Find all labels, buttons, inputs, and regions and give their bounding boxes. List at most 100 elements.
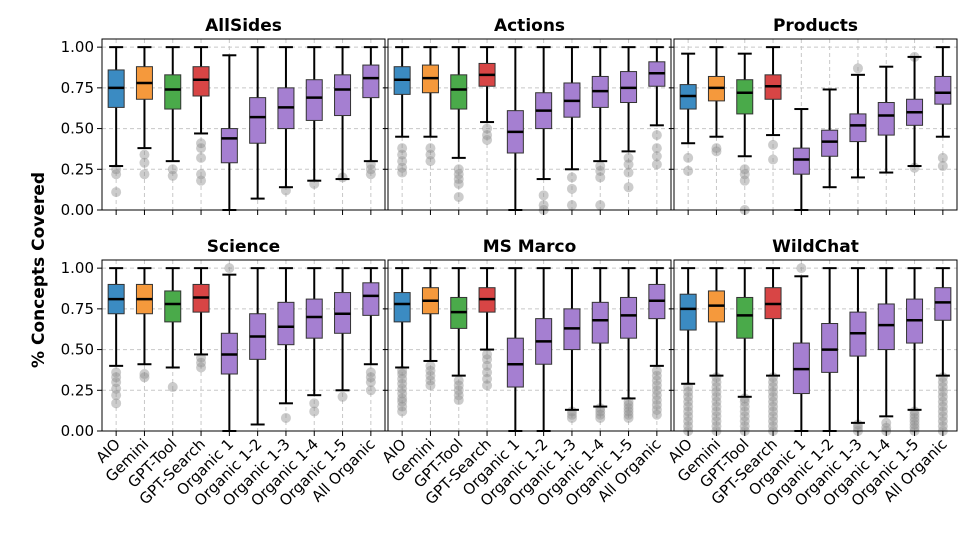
box-organic-1 [506,46,524,211]
outlier-point [739,411,750,422]
outlier-point [768,411,779,422]
box-organic-1-5 [906,51,924,173]
panels-group: AllSides 0.00 0.25 0.50 0.75 1.00 Actions Produ… [61,16,958,510]
y-tick-label: 0.50 [61,120,94,138]
outlier-point [167,164,178,175]
outlier-point [623,182,634,193]
axes-frame [387,259,672,432]
box-gpt-tool [164,46,182,181]
box-gemini [135,267,153,383]
box-organic-1-5 [620,46,638,193]
outlier-point [482,360,493,371]
box-organic-1-3 [563,267,581,423]
outlier-point [651,143,662,154]
outlier-point [425,365,436,376]
outlier-point [453,375,464,386]
box-all-organic [934,267,952,436]
outlier-point [909,416,920,427]
outlier-point [937,377,948,388]
box-gpt-tool [736,267,754,436]
outlier-point [739,169,750,180]
outlier-point [453,169,464,180]
panel-title: MS Marco [483,237,577,257]
outlier-point [397,396,408,407]
outlier-point [566,183,577,194]
outlier-point [196,175,207,186]
box-aio [393,267,411,417]
outlier-point [768,396,779,407]
iqr-box [792,147,810,175]
panel-actions: Actions [383,16,672,215]
outlier-point [711,411,722,422]
box-gemini [135,46,153,180]
iqr-box [192,66,210,97]
outlier-point [796,263,807,274]
y-tick-label: 1.00 [61,38,94,56]
outlier-point [651,370,662,381]
iqr-box [362,282,380,316]
outlier-point [482,130,493,141]
y-tick-label: 0.50 [61,341,94,359]
box-organic-1-3 [563,46,581,211]
box-gpt-search [192,46,210,186]
outlier-point [937,161,948,172]
iqr-box [305,79,323,121]
outlier-point [111,187,122,198]
outlier-point [651,399,662,410]
outlier-point [397,373,408,384]
box-all-organic [362,267,380,396]
outlier-point [482,134,493,145]
outlier-point [566,172,577,183]
outlier-point [425,149,436,160]
outlier-point [595,412,606,423]
box-organic-1 [220,263,238,432]
iqr-box [736,79,754,115]
outlier-point [309,398,320,409]
box-organic-1-2 [821,88,839,189]
box-aio [679,267,697,436]
outlier-point [139,157,150,168]
box-gpt-search [764,46,782,165]
iqr-box [164,74,182,110]
iqr-box [506,337,524,388]
outlier-point [768,401,779,412]
iqr-box [305,298,323,339]
outlier-point [937,386,948,397]
outlier-point [937,406,948,417]
box-aio [393,46,411,178]
y-tick-label: 0.25 [61,381,94,399]
outlier-point [425,360,436,371]
box-gpt-search [192,267,210,373]
outlier-point [683,386,694,397]
outlier-point [453,178,464,189]
box-organic-1 [792,108,810,211]
outlier-point [683,406,694,417]
outlier-point [937,382,948,393]
outlier-point [711,382,722,393]
box-gpt-search [764,267,782,436]
box-organic-1-2 [535,46,553,215]
box-organic-1-3 [277,267,295,423]
outlier-point [711,386,722,397]
box-organic-1-4 [305,46,323,189]
outlier-point [566,200,577,211]
outlier-point [623,403,634,414]
outlier-point [595,409,606,420]
outlier-point [683,421,694,432]
outlier-point [768,382,779,393]
box-gemini [421,267,439,391]
box-organic-1-4 [591,267,609,423]
axes-frame [101,38,386,211]
outlier-point [365,385,376,396]
iqr-box [736,296,754,339]
iqr-box [877,102,895,136]
outlier-point [768,416,779,427]
y-tick-label: 0.25 [61,160,94,178]
outlier-point [365,164,376,175]
outlier-point [397,378,408,389]
panel-science: Science0.000.250.500.751.00AIOGeminiGPT-… [61,237,386,510]
outlier-point [683,391,694,402]
outlier-point [909,422,920,433]
outlier-point [711,416,722,427]
outlier-point [453,191,464,202]
